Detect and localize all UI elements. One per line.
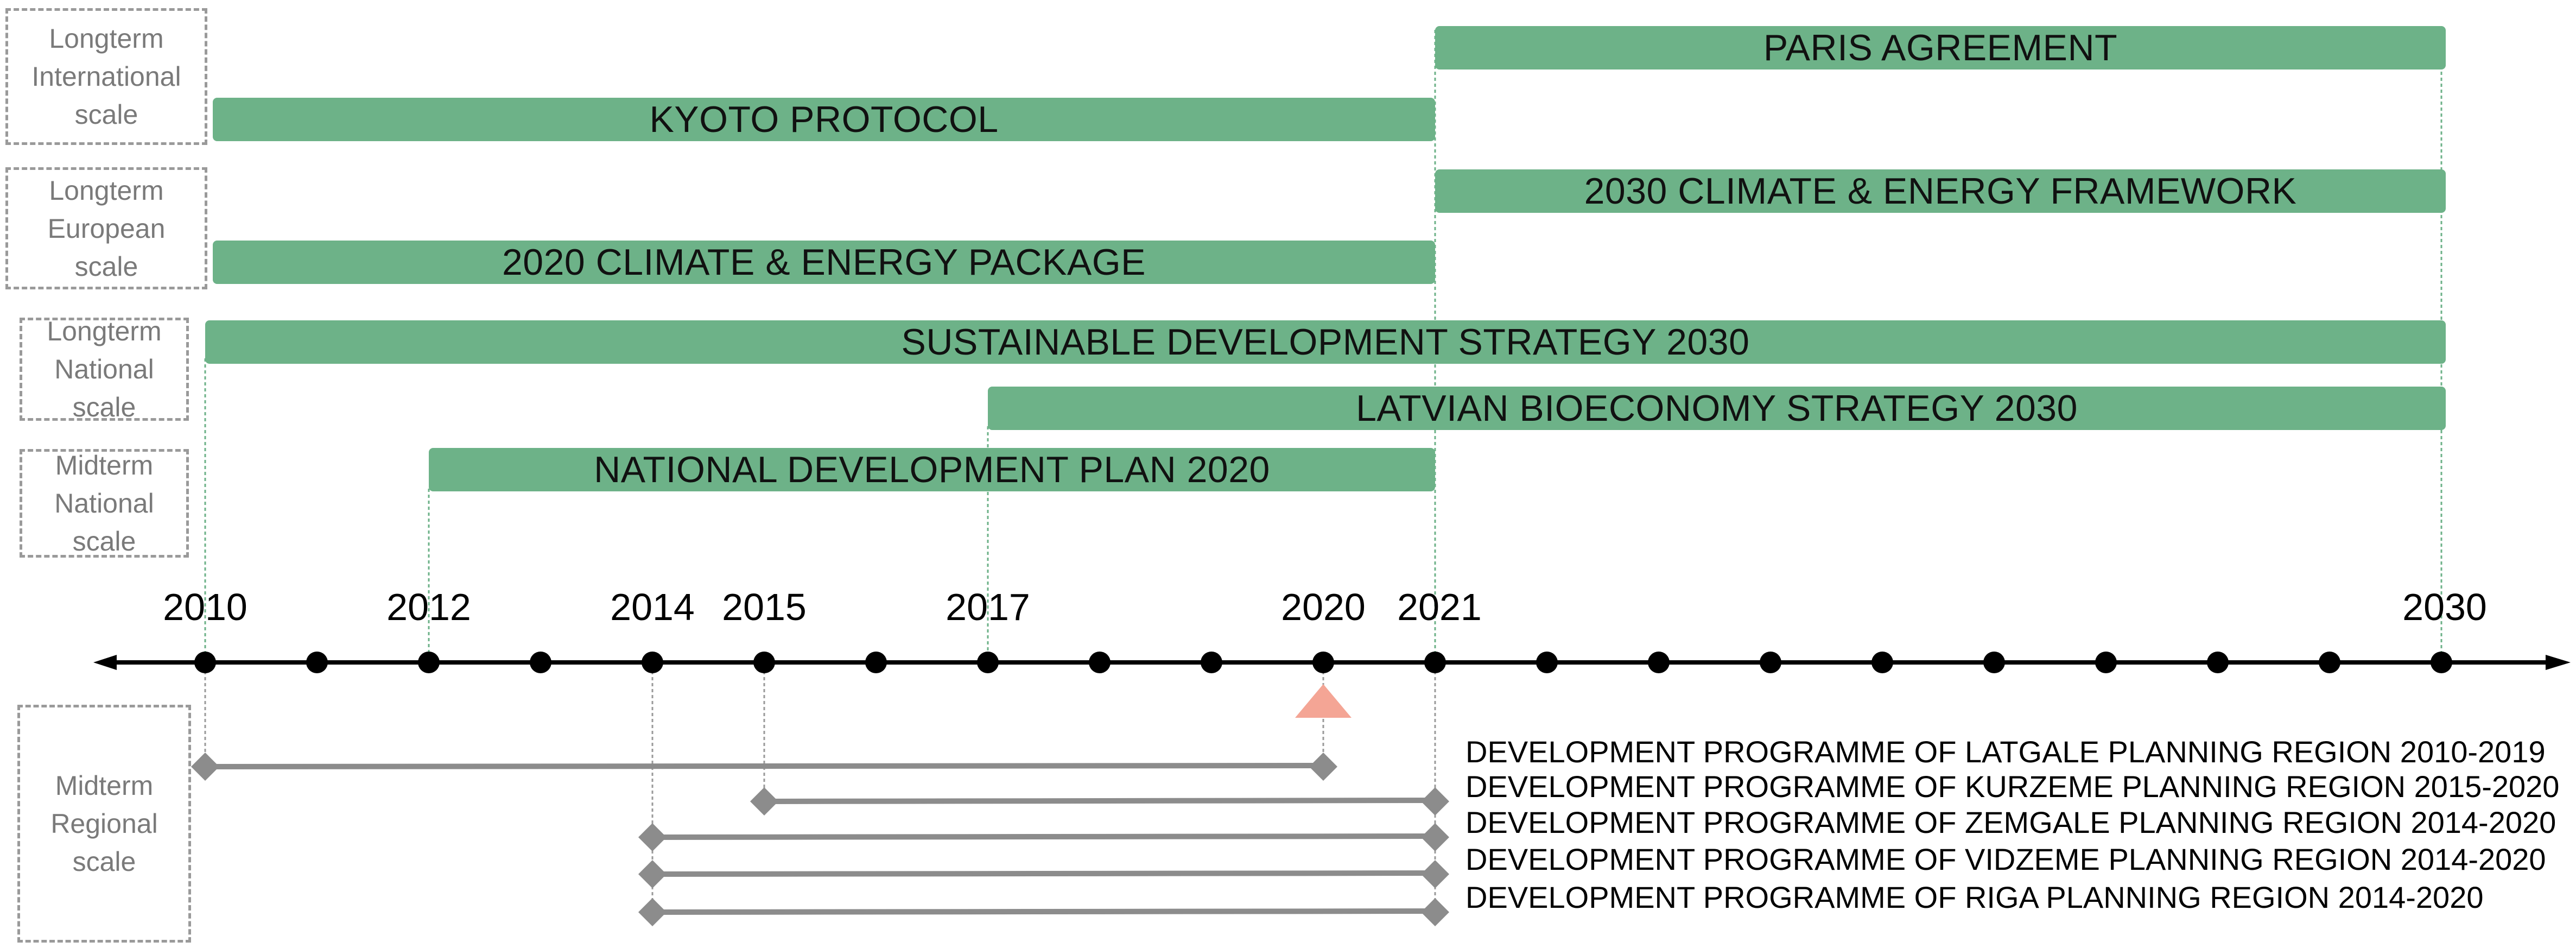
policy-bar: NATIONAL DEVELOPMENT PLAN 2020 xyxy=(429,448,1435,491)
scale-box-regional: Midterm Regional scale xyxy=(17,705,191,943)
programme-span-line xyxy=(205,763,1324,769)
year-dot xyxy=(530,652,551,673)
year-label: 2021 xyxy=(1397,586,1482,628)
left-arrow-icon xyxy=(93,655,117,670)
programme-endpoint-diamond-icon xyxy=(1421,860,1449,888)
year-dot xyxy=(1871,652,1893,673)
policy-bar: PARIS AGREEMENT xyxy=(1435,26,2446,69)
scale-box-line: Longterm xyxy=(49,175,164,206)
programme-endpoint-diamond-icon xyxy=(1421,898,1449,926)
scale-box-line: Midterm xyxy=(55,770,154,801)
year-label: 2014 xyxy=(610,586,695,628)
programme-endpoint-diamond-icon xyxy=(1421,787,1449,816)
scale-box-line: scale xyxy=(74,251,138,282)
scale-box-line: International xyxy=(31,61,181,92)
scale-box-line: National xyxy=(54,488,154,519)
year-dot xyxy=(2207,652,2229,673)
year-dot xyxy=(1983,652,2005,673)
year-dot xyxy=(2431,652,2452,673)
year-dot xyxy=(418,652,440,673)
year-label: 2017 xyxy=(946,586,1030,628)
programme-endpoint-diamond-icon xyxy=(638,860,667,888)
policy-bar: 2030 CLIMATE & ENERGY FRAMEWORK xyxy=(1435,169,2446,213)
scale-box-line: scale xyxy=(74,99,138,130)
scale-box-line: Longterm xyxy=(47,316,162,346)
policy-bar: 2020 CLIMATE & ENERGY PACKAGE xyxy=(213,241,1435,284)
year-label: 2030 xyxy=(2402,586,2487,628)
programme-endpoint-diamond-icon xyxy=(638,898,667,926)
programme-label: DEVELOPMENT PROGRAMME OF VIDZEME PLANNIN… xyxy=(1465,842,2546,876)
scale-box-euro: Longterm European scale xyxy=(5,167,207,289)
programme-endpoint-diamond-icon xyxy=(1309,753,1337,781)
year-dot xyxy=(1089,652,1111,673)
programme-label: DEVELOPMENT PROGRAMME OF ZEMGALE PLANNIN… xyxy=(1465,805,2556,839)
year-dot xyxy=(753,652,775,673)
programme-span-line xyxy=(764,798,1436,804)
policy-bar: LATVIAN BIOECONOMY STRATEGY 2030 xyxy=(988,387,2446,430)
programme-label: DEVELOPMENT PROGRAMME OF LATGALE PLANNIN… xyxy=(1465,735,2546,769)
scale-box-line: National xyxy=(54,354,154,384)
programme-label: DEVELOPMENT PROGRAMME OF KURZEME PLANNIN… xyxy=(1465,769,2560,804)
policy-bar: SUSTAINABLE DEVELOPMENT STRATEGY 2030 xyxy=(205,320,2446,364)
year-label: 2012 xyxy=(386,586,471,628)
policy-bar: KYOTO PROTOCOL xyxy=(213,98,1435,141)
year-label: 2020 xyxy=(1281,586,1366,628)
scale-box-intl: Longterm International scale xyxy=(5,8,207,145)
year-dot xyxy=(2095,652,2117,673)
programme-endpoint-diamond-icon xyxy=(638,823,667,851)
year-label: 2010 xyxy=(163,586,248,628)
year-dot xyxy=(1424,652,1446,673)
scale-box-line: European xyxy=(47,213,166,244)
scale-box-line: Longterm xyxy=(49,23,164,54)
year-dot xyxy=(977,652,999,673)
programme-span-line xyxy=(652,908,1436,915)
year-dot xyxy=(865,652,887,673)
scale-box-line: scale xyxy=(72,846,136,877)
scale-box-nat-long: Longterm National scale xyxy=(20,316,189,422)
programme-endpoint-diamond-icon xyxy=(191,753,219,781)
year-dot xyxy=(1536,652,1558,673)
programme-span-line xyxy=(652,870,1436,877)
scale-box-line: scale xyxy=(72,526,136,557)
programme-endpoint-diamond-icon xyxy=(1421,823,1449,851)
scale-box-line: scale xyxy=(72,392,136,422)
scale-box-line: Regional xyxy=(50,808,158,839)
year-dot xyxy=(1760,652,1781,673)
year-dot xyxy=(194,652,216,673)
programme-endpoint-diamond-icon xyxy=(750,787,778,816)
year-dot xyxy=(1648,652,1670,673)
scale-box-nat-mid: Midterm National scale xyxy=(20,449,189,558)
programme-span-line xyxy=(652,833,1436,840)
year-dot xyxy=(2319,652,2340,673)
year-dot xyxy=(642,652,663,673)
year-dot xyxy=(306,652,328,673)
right-arrow-icon xyxy=(2546,655,2571,670)
year-dot xyxy=(1201,652,1222,673)
year-dot xyxy=(1312,652,1334,673)
scale-box-line: Midterm xyxy=(55,450,154,481)
current-year-marker-icon xyxy=(1295,684,1352,718)
programme-label: DEVELOPMENT PROGRAMME OF RIGA PLANNING R… xyxy=(1465,880,2484,914)
year-label: 2015 xyxy=(722,586,807,628)
